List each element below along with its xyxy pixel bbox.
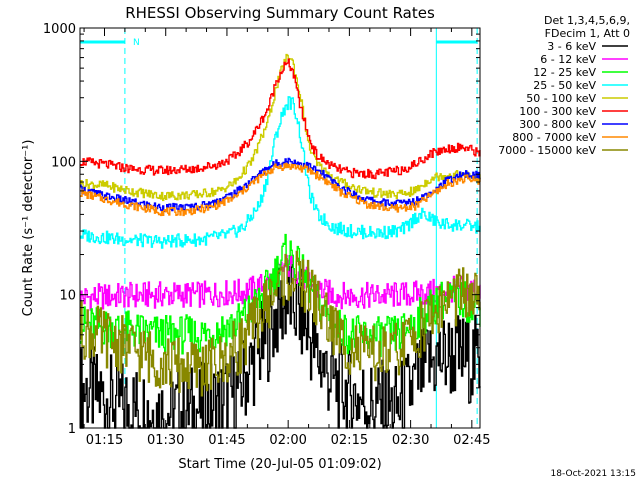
x-tick-label: 02:15	[331, 433, 368, 448]
y-axis-label: Count Rate (s⁻¹ detector⁻¹)	[21, 140, 36, 317]
chart-title: RHESSI Observing Summary Count Rates	[125, 4, 435, 22]
x-tick-label: 01:45	[208, 433, 245, 448]
axis-layer: 01:15 01:30 01:45 02:00 02:15 02:30 02:45 1 10 10…	[43, 22, 491, 448]
y-tick-label: 100	[51, 155, 76, 170]
legend-entry-label: 300 - 800 keV	[519, 118, 596, 131]
y-tick-label: 1	[68, 422, 76, 437]
y-tick-label: 1000	[43, 22, 76, 37]
x-tick-label: 01:15	[86, 433, 123, 448]
series-line	[80, 96, 481, 249]
legend-entry-label: 800 - 7000 keV	[512, 131, 596, 144]
plot-frame	[79, 27, 481, 429]
legend: Det 1,3,4,5,6,9,FDecim 1, Att 03 - 6 keV…	[498, 14, 630, 157]
series-line	[80, 250, 481, 397]
x-tick-label: 02:00	[269, 433, 306, 448]
x-tick-label: 02:45	[453, 433, 490, 448]
legend-entry-label: 12 - 25 keV	[533, 66, 596, 79]
x-axis-label: Start Time (20-Jul-05 01:09:02)	[178, 457, 381, 472]
timestamp: 18-Oct-2021 13:15	[551, 469, 636, 479]
series-layer	[80, 53, 481, 429]
series-line	[80, 162, 481, 217]
legend-entry-label: 25 - 50 keV	[533, 79, 596, 92]
x-tick-label: 02:30	[392, 433, 429, 448]
legend-entry-label: 50 - 100 keV	[526, 92, 596, 105]
annotation-label: N	[133, 38, 140, 48]
x-tick-label: 01:30	[147, 433, 184, 448]
legend-entry-label: 100 - 300 keV	[519, 105, 596, 118]
series-line	[80, 58, 481, 180]
legend-entry-label: 3 - 6 keV	[547, 40, 596, 53]
legend-header: FDecim 1, Att 0	[545, 27, 630, 40]
legend-entry-label: 6 - 12 keV	[540, 53, 596, 66]
y-tick-label: 10	[59, 289, 76, 304]
legend-header: Det 1,3,4,5,6,9,	[544, 14, 630, 27]
legend-entry-label: 7000 - 15000 keV	[498, 144, 596, 157]
